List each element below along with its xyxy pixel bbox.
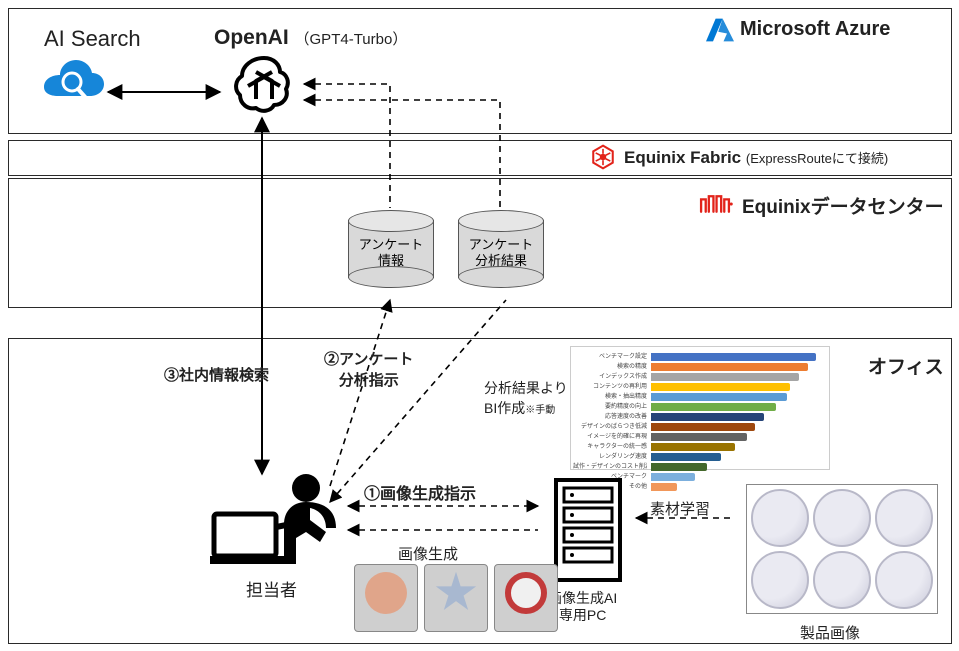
bi-chart-row: インデックス作成: [651, 373, 825, 381]
callout-image-gen-sub: 画像生成: [398, 543, 458, 564]
callout-survey: ②アンケート分析指示: [324, 348, 413, 390]
callout-bi: 分析結果よりBI作成※手動: [484, 378, 568, 418]
bi-chart-row: デザインのばらつき低減: [651, 423, 825, 431]
bi-chart-row: 検索の精度: [651, 363, 825, 371]
server-label: 画像生成AI専用PC: [548, 590, 617, 624]
product-images-grid: [746, 484, 938, 614]
bi-chart-row: 応答速度の改善: [651, 413, 825, 421]
callout-image-gen: ①画像生成指示: [364, 480, 476, 504]
person-icon: [210, 468, 340, 578]
bi-chart-row: 検索・抽出精度: [651, 393, 825, 401]
product-image: [751, 489, 809, 547]
product-image: [813, 551, 871, 609]
bi-chart-row: ベンチマーク: [651, 473, 825, 481]
bi-chart-row: 試作・デザインのコスト削減: [651, 463, 825, 471]
server-icon: [552, 478, 624, 582]
callout-material-learn: 素材学習: [650, 498, 710, 519]
product-images-label: 製品画像: [800, 622, 860, 643]
bi-chart-row: ベンチマーク設定: [651, 353, 825, 361]
product-image: [751, 551, 809, 609]
bi-bar-chart: ベンチマーク設定検索の精度インデックス作成コンテンツの再利用検索・抽出精度要約精…: [570, 346, 830, 470]
product-image: [875, 489, 933, 547]
generated-image: [424, 564, 488, 632]
generated-image: [494, 564, 558, 632]
callout-internal-search: ③社内情報検索: [164, 364, 269, 385]
bi-chart-row: レンダリング速度: [651, 453, 825, 461]
generated-images-row: [354, 564, 558, 632]
bi-chart-row: コンテンツの再利用: [651, 383, 825, 391]
bi-chart-row: キャラクターの統一感: [651, 443, 825, 451]
bi-chart-row: その他: [651, 483, 825, 491]
bi-chart-row: イメージを的確に再現: [651, 433, 825, 441]
generated-image: [354, 564, 418, 632]
diagram-canvas: Microsoft Azure Equinix Fabric (ExpressR…: [0, 0, 959, 651]
bi-chart-row: 要約精度の向上: [651, 403, 825, 411]
product-image: [813, 489, 871, 547]
person-label: 担当者: [246, 576, 297, 601]
product-image: [875, 551, 933, 609]
